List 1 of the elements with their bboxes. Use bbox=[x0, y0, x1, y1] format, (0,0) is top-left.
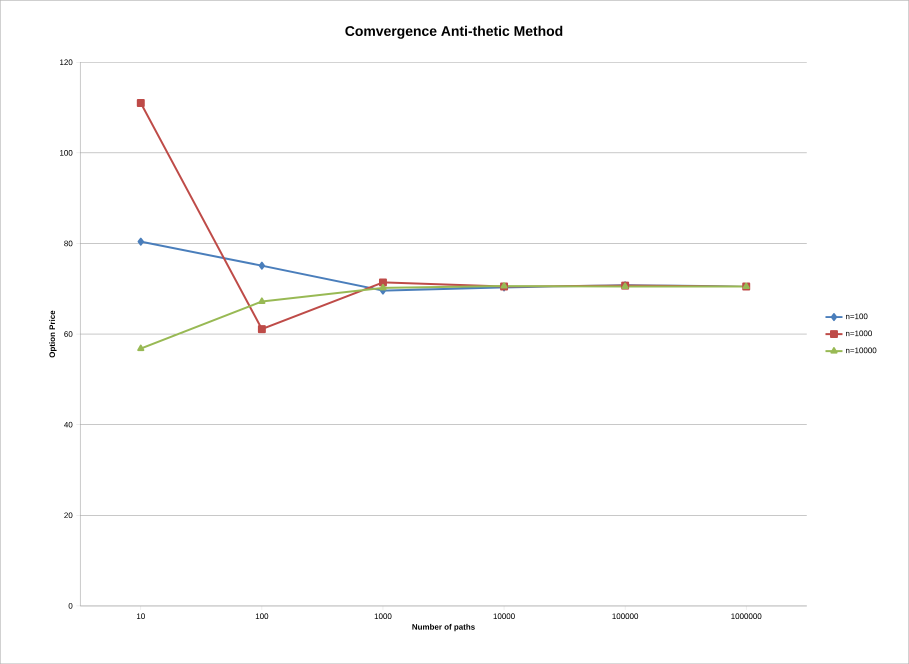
chart-title: Comvergence Anti-thetic Method bbox=[345, 26, 562, 39]
